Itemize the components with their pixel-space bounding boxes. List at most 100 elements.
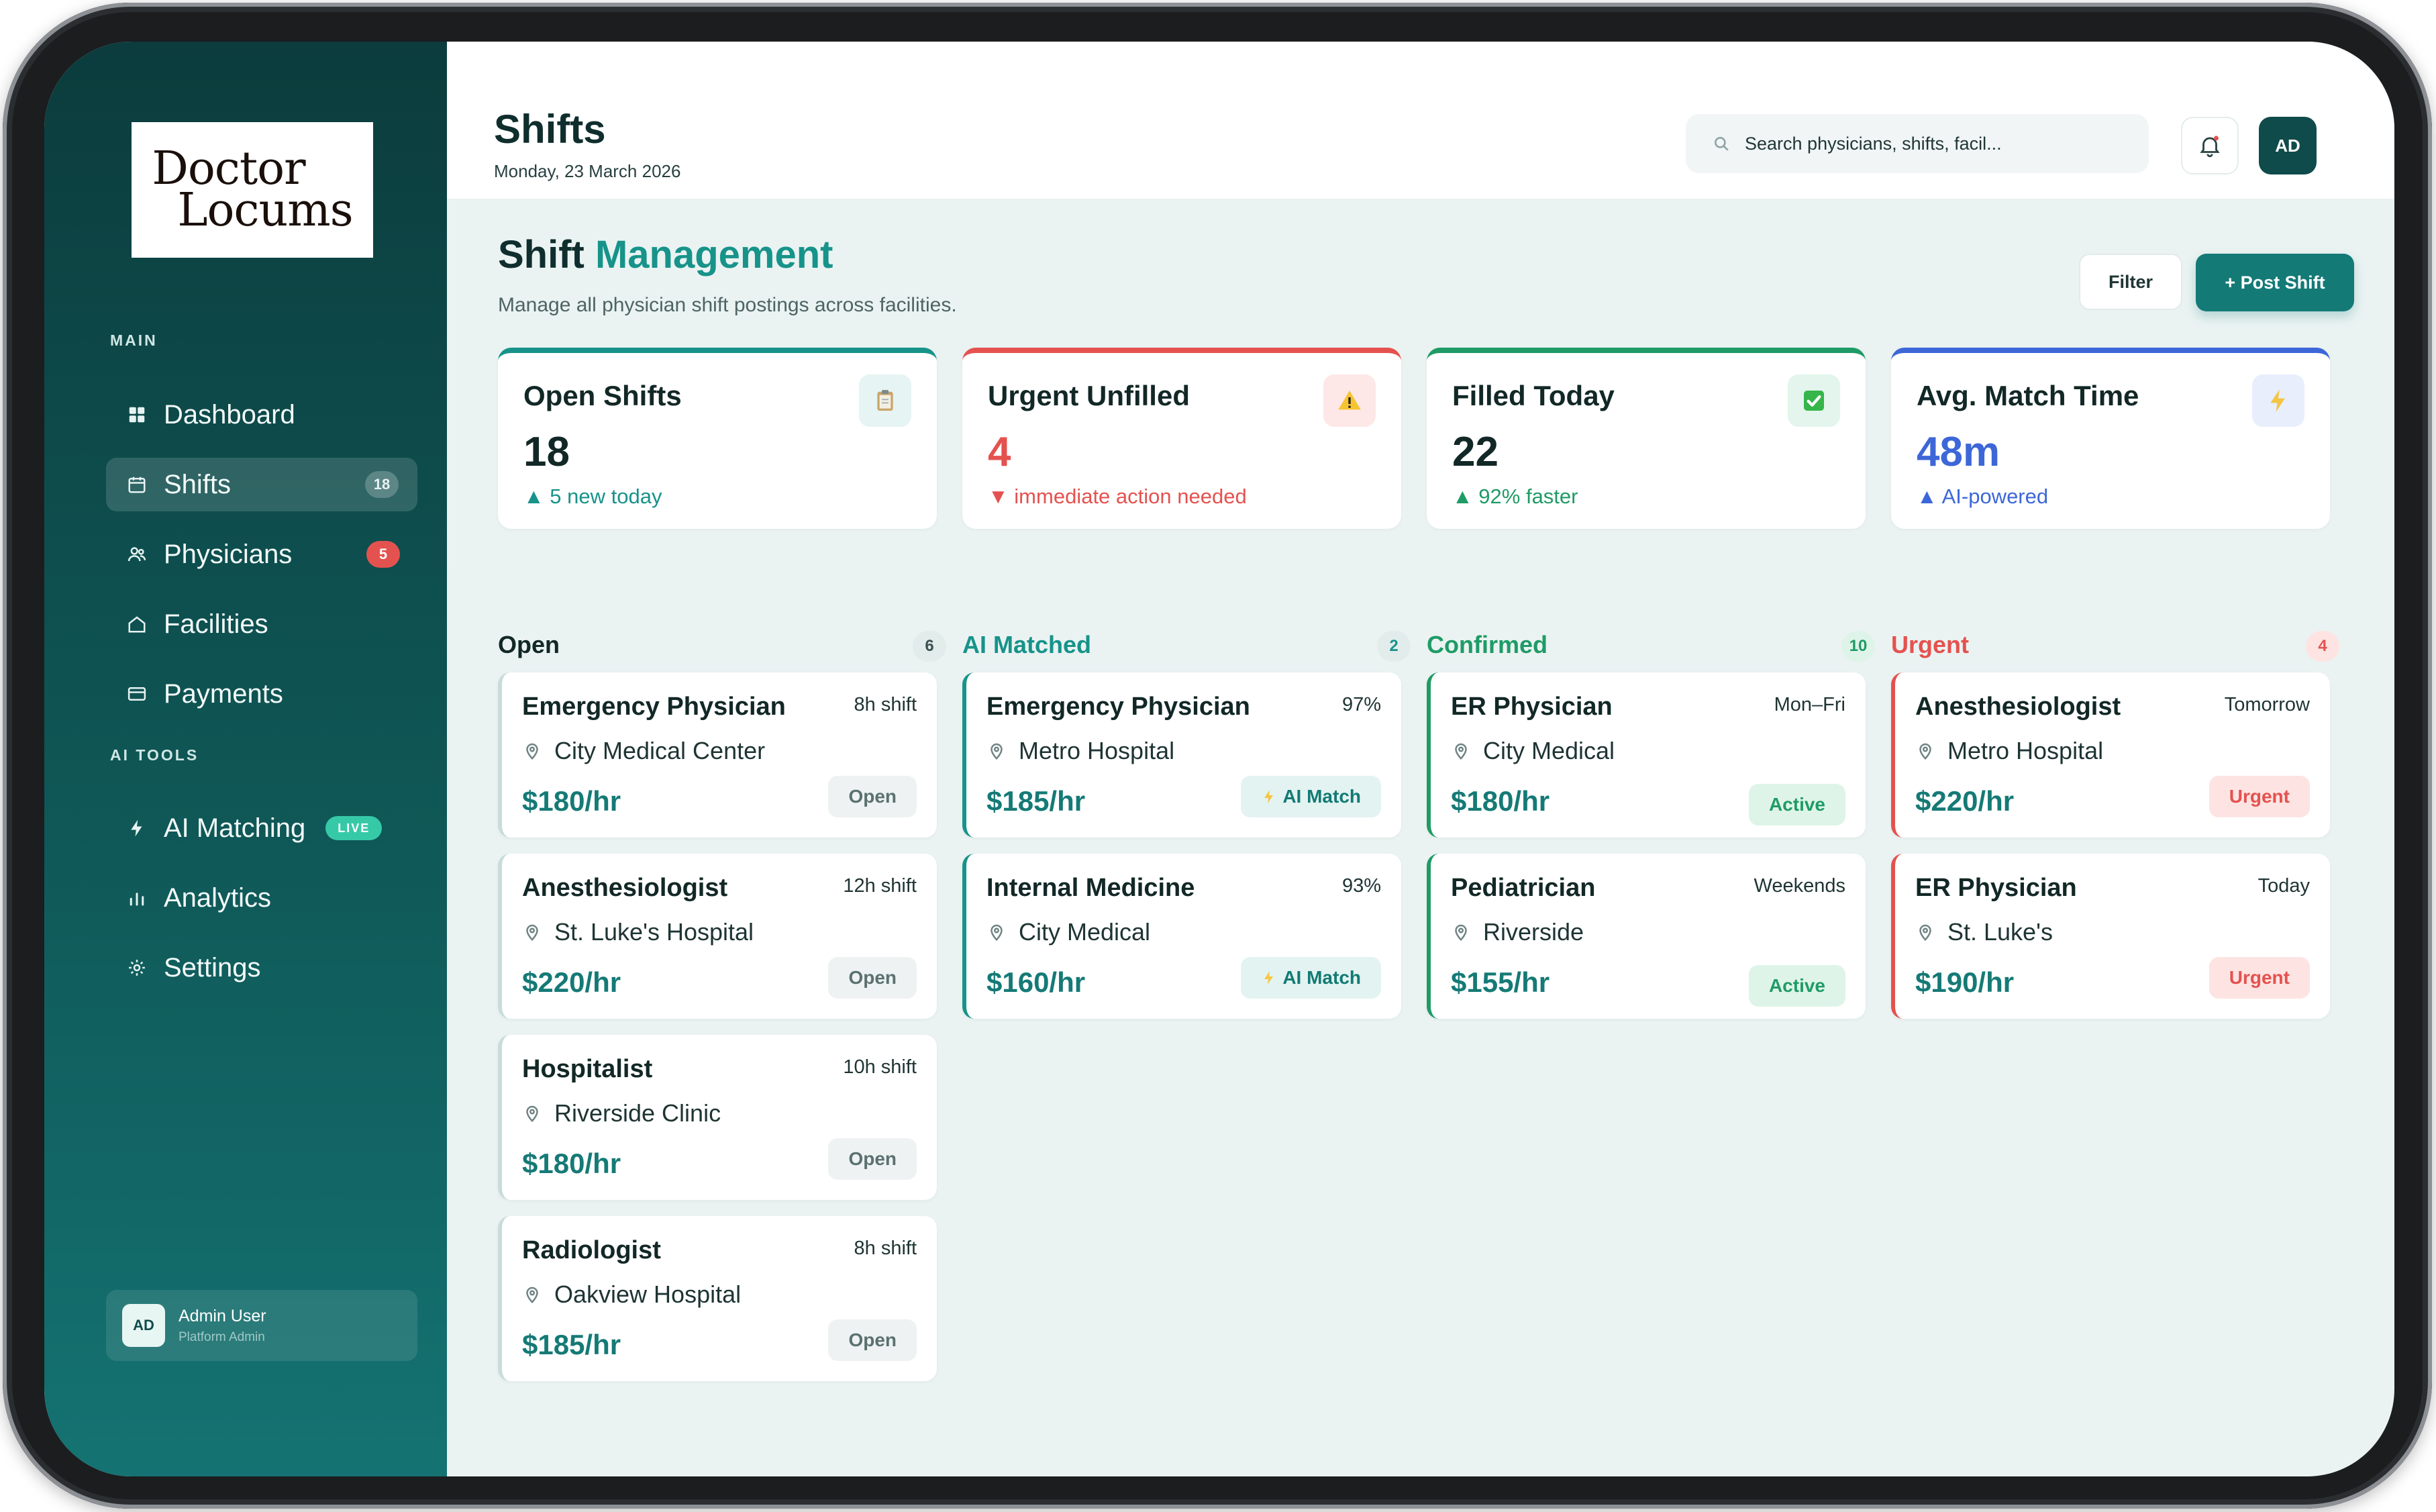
sidebar-item-settings[interactable]: Settings (106, 941, 417, 995)
sidebar-item-analytics[interactable]: Analytics (106, 871, 417, 925)
shift-card[interactable]: Emergency Physician 97% Metro Hospital $… (962, 672, 1401, 838)
match-score: 93% (1341, 875, 1381, 897)
shift-location: Metro Hospital (1915, 737, 2103, 765)
stat-card-urgent-unfilled[interactable]: Urgent Unfilled 4 ▼ immediate action nee… (962, 348, 1401, 529)
sidebar-item-label: Dashboard (164, 399, 295, 430)
user-name: Admin User (179, 1306, 266, 1325)
card-icon (126, 683, 148, 705)
column-title-urgent: Urgent (1891, 631, 1969, 658)
stat-title: Open Shifts (523, 380, 682, 411)
location-pin-icon (991, 743, 1003, 760)
shift-card[interactable]: ER Physician Mon–Fri City Medical $180/h… (1427, 672, 1866, 838)
match-score: 97% (1341, 694, 1381, 715)
shift-role: Internal Medicine (986, 874, 1195, 902)
shift-rate: $180/hr (1451, 785, 1550, 817)
avatar[interactable]: AD (2259, 117, 2317, 174)
shift-card[interactable]: Radiologist 8h shift Oakview Hospital $1… (498, 1216, 937, 1381)
sidebar-item-payments[interactable]: Payments (106, 667, 417, 721)
avatar: AD (122, 1304, 165, 1347)
shift-location: Metro Hospital (986, 737, 1174, 765)
shift-role: Pediatrician (1451, 874, 1596, 902)
ai-match-label: AI Match (1282, 786, 1361, 807)
location-pin-icon (526, 1287, 538, 1304)
status-badge: Open (828, 1138, 917, 1180)
logo-line-2: Locums (177, 184, 353, 237)
status-badge: Active (1748, 965, 1845, 1007)
ai-match-label: AI Match (1282, 967, 1361, 988)
column-count-ai-matched: 2 (1377, 631, 1411, 662)
title-part-1: Shift (498, 233, 585, 276)
shift-card[interactable]: Anesthesiologist Tomorrow Metro Hospital… (1891, 672, 2330, 838)
stat-note: ▲ AI-powered (1917, 485, 2049, 508)
live-badge: LIVE (325, 816, 383, 840)
search-input[interactable]: Search physicians, shifts, facil... (1686, 114, 2149, 173)
shift-when: Today (2257, 875, 2310, 897)
location-name: Metro Hospital (1019, 737, 1175, 764)
shift-role: Emergency Physician (986, 693, 1250, 721)
current-user-card[interactable]: AD Admin User Platform Admin (106, 1290, 417, 1361)
shift-location: City Medical Center (522, 737, 765, 765)
location-pin-icon (526, 743, 538, 760)
sidebar-item-ai-matching[interactable]: AI Matching LIVE (106, 801, 417, 855)
stat-note: ▲ 5 new today (523, 485, 662, 508)
sidebar-item-label: Physicians (164, 539, 293, 569)
location-pin-icon (526, 924, 538, 942)
shift-location: Oakview Hospital (522, 1280, 741, 1309)
ai-match-badge: AI Match (1241, 776, 1381, 817)
shift-card[interactable]: Anesthesiologist 12h shift St. Luke's Ho… (498, 854, 937, 1019)
location-name: City Medical (1483, 737, 1615, 764)
column-title-open: Open (498, 631, 560, 658)
notifications-button[interactable] (2181, 117, 2239, 174)
brand-logo[interactable]: Doctor Locums (132, 122, 373, 258)
section-label-ai-tools: AI TOOLS (110, 746, 199, 764)
sidebar-item-shifts[interactable]: Shifts 18 (106, 458, 417, 511)
stat-title: Avg. Match Time (1917, 380, 2139, 411)
shift-rate: $180/hr (522, 1148, 621, 1179)
location-name: Riverside Clinic (554, 1099, 721, 1127)
shift-card[interactable]: Internal Medicine 93% City Medical $160/… (962, 854, 1401, 1019)
shift-rate: $185/hr (522, 1329, 621, 1360)
stat-note: ▲ 92% faster (1452, 485, 1578, 508)
shifts-count-badge: 18 (365, 471, 399, 498)
shift-rate: $220/hr (1915, 785, 2015, 817)
shift-card[interactable]: Hospitalist 10h shift Riverside Clinic $… (498, 1035, 937, 1200)
stat-card-open-shifts[interactable]: Open Shifts 18 ▲ 5 new today (498, 348, 937, 529)
lightning-icon (1264, 971, 1274, 985)
status-badge: Urgent (2209, 776, 2310, 817)
location-pin-icon (1919, 743, 1931, 760)
sidebar: Doctor Locums MAIN Dashboard Shifts 18 (44, 42, 447, 1476)
lightning-icon (2252, 374, 2304, 427)
shift-role: ER Physician (1451, 693, 1613, 721)
location-name: City Medical (1019, 918, 1151, 946)
location-name: St. Luke's Hospital (554, 918, 754, 946)
shift-role: Hospitalist (522, 1055, 653, 1083)
shift-card[interactable]: Pediatrician Weekends Riverside $155/hr … (1427, 854, 1866, 1019)
shift-location: City Medical (1451, 737, 1615, 765)
shift-role: Anesthesiologist (522, 874, 728, 902)
tablet-frame: Doctor Locums MAIN Dashboard Shifts 18 (3, 3, 2432, 1509)
sidebar-item-physicians[interactable]: Physicians 5 (106, 527, 417, 581)
shift-card[interactable]: Emergency Physician 8h shift City Medica… (498, 672, 937, 838)
shift-location: Riverside (1451, 918, 1584, 946)
column-count-open: 6 (913, 631, 946, 662)
shift-location: St. Luke's Hospital (522, 918, 754, 946)
sidebar-item-label: Shifts (164, 469, 232, 499)
location-pin-icon (1455, 924, 1467, 942)
logo-wordmark: Doctor Locums (152, 146, 353, 237)
gear-icon (126, 957, 148, 978)
stat-card-avg-match-time[interactable]: Avg. Match Time 48m ▲ AI-powered (1891, 348, 2330, 529)
stat-card-filled-today[interactable]: Filled Today 22 ▲ 92% faster (1427, 348, 1866, 529)
search-placeholder: Search physicians, shifts, facil... (1745, 133, 2002, 154)
shift-duration: 12h shift (843, 875, 917, 897)
stat-note: ▼ immediate action needed (988, 485, 1247, 508)
sidebar-item-dashboard[interactable]: Dashboard (106, 388, 417, 442)
stat-value: 48m (1917, 429, 2000, 475)
filter-button[interactable]: Filter (2079, 254, 2182, 310)
status-badge: Open (828, 776, 917, 817)
sidebar-item-label: Facilities (164, 609, 268, 639)
section-title: Shift Management (498, 232, 833, 277)
shift-card[interactable]: ER Physician Today St. Luke's $190/hr Ur… (1891, 854, 2330, 1019)
stat-value: 18 (523, 429, 570, 475)
post-shift-button[interactable]: + Post Shift (2196, 254, 2354, 311)
sidebar-item-facilities[interactable]: Facilities (106, 597, 417, 651)
